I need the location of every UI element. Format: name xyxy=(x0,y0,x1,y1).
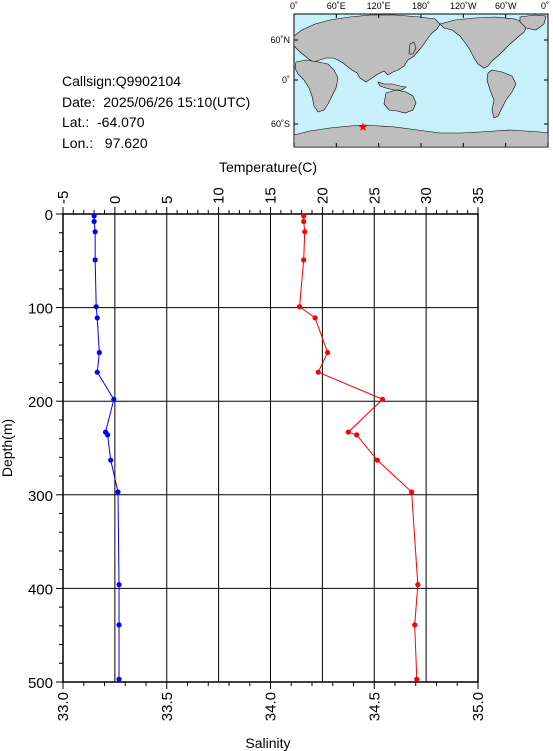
temperature-axis-label: Temperature(C) xyxy=(219,159,317,175)
salinity-point xyxy=(91,218,97,225)
land-indonesia xyxy=(377,81,407,91)
temperature-tick-labels: -5 0 5 10 15 20 25 30 35 xyxy=(55,187,487,204)
callsign-text: Callsign:Q9902104 xyxy=(62,73,182,89)
longitude-text: Lon.: 97.620 xyxy=(62,134,148,151)
temperature-point xyxy=(374,457,380,463)
land-south-america xyxy=(486,69,517,119)
salinity-point xyxy=(93,304,99,310)
salinity-tick-label: 33.5 xyxy=(159,692,176,721)
land-japan xyxy=(408,41,417,55)
land-north-america xyxy=(439,16,529,69)
temperature-point xyxy=(379,396,386,402)
salinity-tick-label: 35.0 xyxy=(470,692,487,721)
temp-tick-label: 0 xyxy=(107,196,124,204)
depth-tick-label: 500 xyxy=(28,675,53,692)
temperature-point xyxy=(354,432,360,438)
land-greenland xyxy=(519,14,547,31)
land-australia xyxy=(383,89,417,114)
map-lon-labels: 0˚ 60˚E 120˚E 180˚ 120˚W 60˚W 0˚ xyxy=(290,1,549,11)
temp-tick-label: 10 xyxy=(211,187,228,204)
depth-tick-label: 400 xyxy=(28,581,53,598)
temperature-point xyxy=(415,582,421,588)
series-layer xyxy=(91,213,421,682)
temp-tick-label: 30 xyxy=(418,187,435,204)
depth-tick-labels: 0 100 200 300 400 500 xyxy=(28,207,53,692)
salinity-axis-label: Salinity xyxy=(245,735,290,751)
temp-tick-label: 15 xyxy=(263,187,280,204)
depth-tick-label: 100 xyxy=(28,301,53,318)
salinity-point xyxy=(115,489,121,495)
temperature-point xyxy=(315,369,321,375)
map-lat-labels: 60˚N 0˚ 60˚S xyxy=(270,35,290,129)
depth-tick-label: 200 xyxy=(28,394,53,411)
map-lon-label: 60˚W xyxy=(495,1,517,11)
map-lon-label: 0˚ xyxy=(290,1,298,11)
temp-tick-label: 20 xyxy=(314,187,331,204)
temperature-point xyxy=(414,676,420,682)
plot-area xyxy=(56,207,479,689)
land-eurasia xyxy=(293,14,441,83)
grid-lines xyxy=(63,214,478,682)
map-lon-label: 60˚E xyxy=(327,1,346,11)
temperature-point xyxy=(301,213,307,219)
temperature-point xyxy=(412,622,418,628)
map-lat-label: 60˚S xyxy=(271,119,290,129)
depth-axis-label: Depth(m) xyxy=(0,419,15,477)
float-info: Callsign:Q9902104 Date: 2025/06/26 15:10… xyxy=(62,71,250,153)
salinity-point xyxy=(91,213,97,219)
map-lon-label: 0˚ xyxy=(541,1,549,11)
axis-ticks xyxy=(56,207,479,689)
temp-tick-label: 35 xyxy=(470,187,487,204)
temperature-line xyxy=(299,215,419,680)
temperature-point xyxy=(409,489,415,495)
salinity-point xyxy=(108,457,114,463)
salinity-point xyxy=(116,622,122,628)
depth-tick-label: 300 xyxy=(28,488,53,505)
salinity-point xyxy=(105,432,111,438)
temp-tick-label: 25 xyxy=(366,187,383,204)
temperature-point xyxy=(301,257,307,263)
salinity-point xyxy=(94,369,100,375)
salinity-point xyxy=(96,349,102,356)
salinity-tick-label: 34.5 xyxy=(366,692,383,721)
temperature-point xyxy=(296,304,303,310)
salinity-tick-labels: 33.0 33.5 34.0 34.5 35.0 xyxy=(55,692,487,721)
map-lat-label: 60˚N xyxy=(270,35,290,45)
date-text: Date: 2025/06/26 15:10(UTC) xyxy=(62,93,251,110)
map-lon-label: 120˚E xyxy=(367,1,391,11)
map-lon-label: 180˚ xyxy=(412,1,430,11)
map-land xyxy=(293,14,549,148)
temperature-point xyxy=(324,349,331,356)
temp-tick-label: -5 xyxy=(55,191,72,204)
salinity-tick-label: 33.0 xyxy=(55,692,72,721)
salinity-point xyxy=(116,676,122,682)
map-lat-label: 0˚ xyxy=(282,75,290,85)
land-africa xyxy=(294,59,339,113)
salinity-point xyxy=(92,257,98,263)
salinity-line xyxy=(93,215,120,680)
temperature-point xyxy=(312,315,318,321)
salinity-point xyxy=(92,229,98,235)
salinity-point xyxy=(116,582,122,588)
temperature-point xyxy=(345,429,351,435)
temperature-point xyxy=(302,229,308,235)
depth-tick-label: 0 xyxy=(45,207,53,224)
salinity-point xyxy=(111,396,117,402)
salinity-point xyxy=(94,315,100,321)
latitude-text: Lat.: -64.070 xyxy=(62,114,145,130)
temp-tick-label: 5 xyxy=(159,196,176,204)
land-antarctica xyxy=(293,124,549,148)
map-frame-ticks xyxy=(293,14,549,147)
star-icon: ★ xyxy=(357,120,368,134)
salinity-tick-label: 34.0 xyxy=(263,692,280,721)
map-lon-label: 120˚W xyxy=(450,1,477,11)
temperature-point xyxy=(301,218,307,225)
world-map: 0˚ 60˚E 120˚E 180˚ 120˚W 60˚W 0˚ 60˚N 0˚… xyxy=(270,1,549,148)
